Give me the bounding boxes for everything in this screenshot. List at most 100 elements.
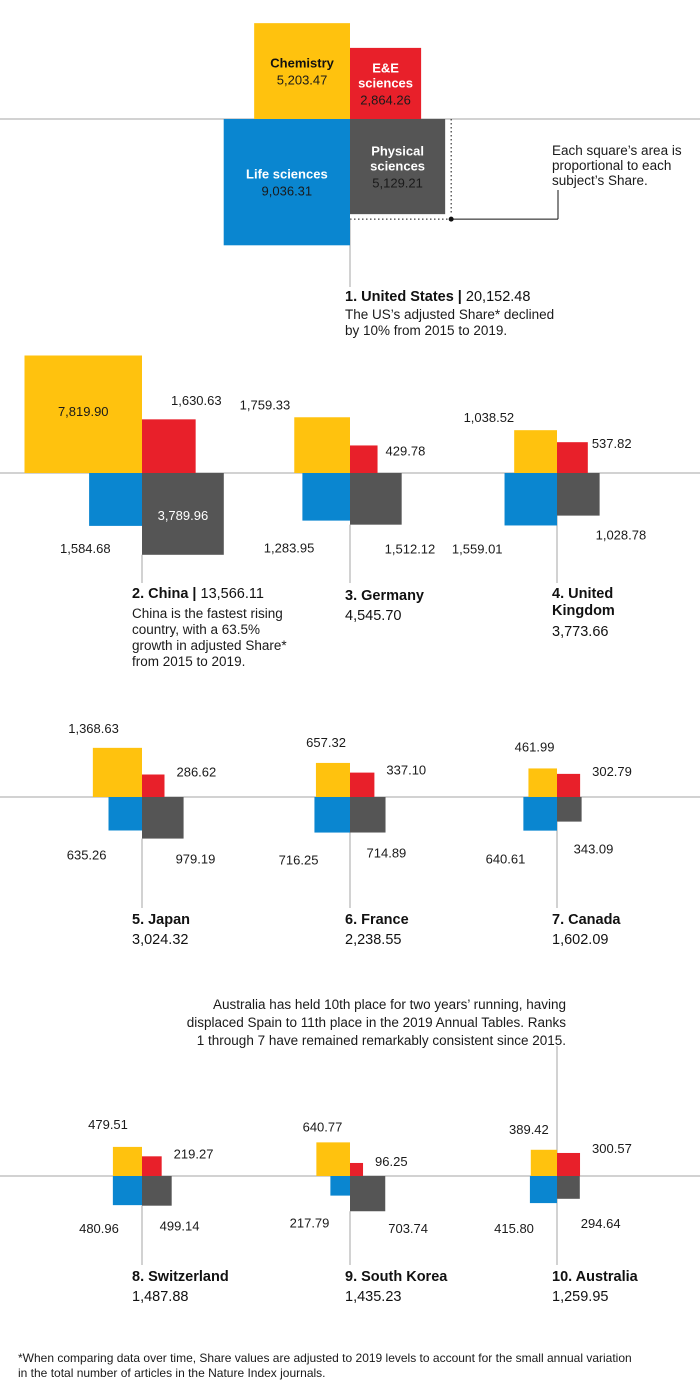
country-name-1: 1. United States | 20,152.48	[345, 289, 530, 305]
country-total-7: 1,602.09	[552, 932, 608, 948]
country-note-1: by 10% from 2015 to 2019.	[345, 323, 507, 338]
square-life-4	[504, 473, 557, 526]
value-label-ee-6: 337.10	[386, 763, 426, 778]
value-label-chem-10: 389.42	[509, 1122, 549, 1137]
value-label-ee-2: 1,630.63	[171, 393, 222, 408]
value-label-ee-4: 537.82	[592, 436, 632, 451]
square-ee-7	[557, 773, 581, 797]
country-total-1: 20,152.48	[466, 289, 531, 305]
square-ee-10	[557, 1152, 581, 1176]
value-label-ee-9: 96.25	[375, 1154, 408, 1169]
value-label-chem-8: 479.51	[88, 1117, 128, 1132]
square-life-9	[330, 1176, 350, 1196]
value-label-life-7: 640.61	[486, 852, 526, 867]
value-label-chem-6: 657.32	[306, 735, 346, 750]
square-ee-9	[350, 1162, 364, 1176]
subject-squares	[24, 23, 600, 1212]
value-label-life-2: 1,584.68	[60, 541, 111, 556]
square-phys-8	[142, 1176, 172, 1206]
square-ee-6	[350, 772, 375, 797]
value-label-phys-4: 1,028.78	[596, 528, 647, 543]
square-chem-6	[315, 762, 350, 797]
square-life-7	[523, 797, 557, 831]
square-life-6	[314, 797, 350, 833]
square-ee-8	[142, 1156, 162, 1176]
square-phys-6	[350, 797, 386, 833]
australia-note: displaced Spain to 11th place in the 201…	[187, 1015, 567, 1030]
value-label-chem-3: 1,759.33	[240, 397, 291, 412]
value-label-life-5: 635.26	[67, 847, 107, 862]
square-chem-1	[254, 23, 350, 120]
country-name-1-bold: 1. United States |	[345, 289, 466, 305]
square-phys-3	[350, 473, 402, 525]
square-ee-3	[350, 445, 378, 473]
square-title-phys: Physical	[371, 144, 424, 159]
footnote: *When comparing data over time, Share va…	[18, 1351, 632, 1365]
square-life-2	[89, 473, 142, 526]
square-phys-2	[142, 473, 224, 555]
country-name-9: 9. South Korea	[345, 1269, 448, 1285]
square-chem-4	[514, 430, 557, 473]
square-title-ee: E&E	[372, 60, 399, 75]
legend-note: subject’s Share.	[552, 173, 648, 188]
country-note-2: from 2015 to 2019.	[132, 654, 245, 669]
square-phys-4	[557, 473, 600, 516]
square-chem-10	[530, 1149, 557, 1176]
legend-note: proportional to each	[552, 158, 671, 173]
footnote: in the total number of articles in the N…	[18, 1366, 326, 1380]
country-note-2: growth in adjusted Share*	[132, 638, 287, 653]
square-title-phys: sciences	[370, 159, 425, 174]
value-label-ee-7: 302.79	[592, 764, 632, 779]
square-life-5	[108, 797, 142, 831]
value-label-ee-1: 2,864.26	[360, 92, 411, 107]
value-label-ee-8: 219.27	[174, 1146, 214, 1161]
square-life-8	[112, 1176, 142, 1206]
square-ee-4	[557, 442, 588, 473]
value-label-phys-10: 294.64	[581, 1216, 621, 1231]
country-total-5: 3,024.32	[132, 932, 188, 948]
australia-note: 1 through 7 have remained remarkably con…	[197, 1033, 566, 1048]
country-name-6: 6. France	[345, 912, 409, 928]
value-label-life-1: 9,036.31	[262, 184, 313, 199]
country-name-3: 3. Germany	[345, 588, 424, 604]
country-total-6: 2,238.55	[345, 932, 401, 948]
country-name-5: 5. Japan	[132, 912, 190, 928]
square-life-10	[529, 1176, 557, 1204]
square-ee-2	[142, 419, 196, 473]
square-phys-9	[350, 1176, 386, 1212]
value-label-phys-7: 343.09	[574, 842, 614, 857]
country-name-10: 10. Australia	[552, 1269, 639, 1285]
value-label-life-8: 480.96	[79, 1221, 119, 1236]
square-title-ee: sciences	[358, 75, 413, 90]
australia-note: Australia has held 10th place for two ye…	[213, 997, 566, 1012]
square-chem-2	[24, 355, 143, 473]
country-name-7: 7. Canada	[552, 912, 621, 928]
square-phys-7	[557, 797, 582, 822]
chart-text: Chemistry5,203.47E&Esciences2,864.26Life…	[18, 56, 682, 1380]
square-phys-10	[557, 1176, 580, 1199]
value-label-chem-2: 7,819.90	[58, 404, 109, 419]
square-chem-8	[112, 1146, 142, 1176]
country-total-3: 4,545.70	[345, 608, 401, 624]
value-label-chem-9: 640.77	[303, 1119, 343, 1134]
country-name-8: 8. Switzerland	[132, 1269, 229, 1285]
square-phys-1	[350, 119, 446, 215]
value-label-phys-1: 5,129.21	[372, 176, 423, 191]
country-total-10: 1,259.95	[552, 1289, 608, 1305]
country-name-2-bold: 2. China |	[132, 586, 201, 602]
square-ee-5	[142, 774, 165, 797]
square-life-3	[302, 473, 350, 521]
country-note-1: The US’s adjusted Share* declined	[345, 307, 554, 322]
value-label-life-4: 1,559.01	[452, 541, 503, 556]
square-chem-5	[92, 747, 142, 797]
value-label-chem-7: 461.99	[515, 739, 555, 754]
value-label-phys-2: 3,789.96	[158, 508, 209, 523]
value-label-life-10: 415.80	[494, 1221, 534, 1236]
square-ee-1	[350, 47, 422, 119]
country-note-2: China is the fastest rising	[132, 606, 283, 621]
legend-dot	[448, 216, 454, 222]
square-life-1	[223, 119, 350, 246]
country-total-4: 3,773.66	[552, 624, 608, 640]
square-chem-3	[294, 417, 350, 473]
value-label-phys-6: 714.89	[367, 846, 407, 861]
